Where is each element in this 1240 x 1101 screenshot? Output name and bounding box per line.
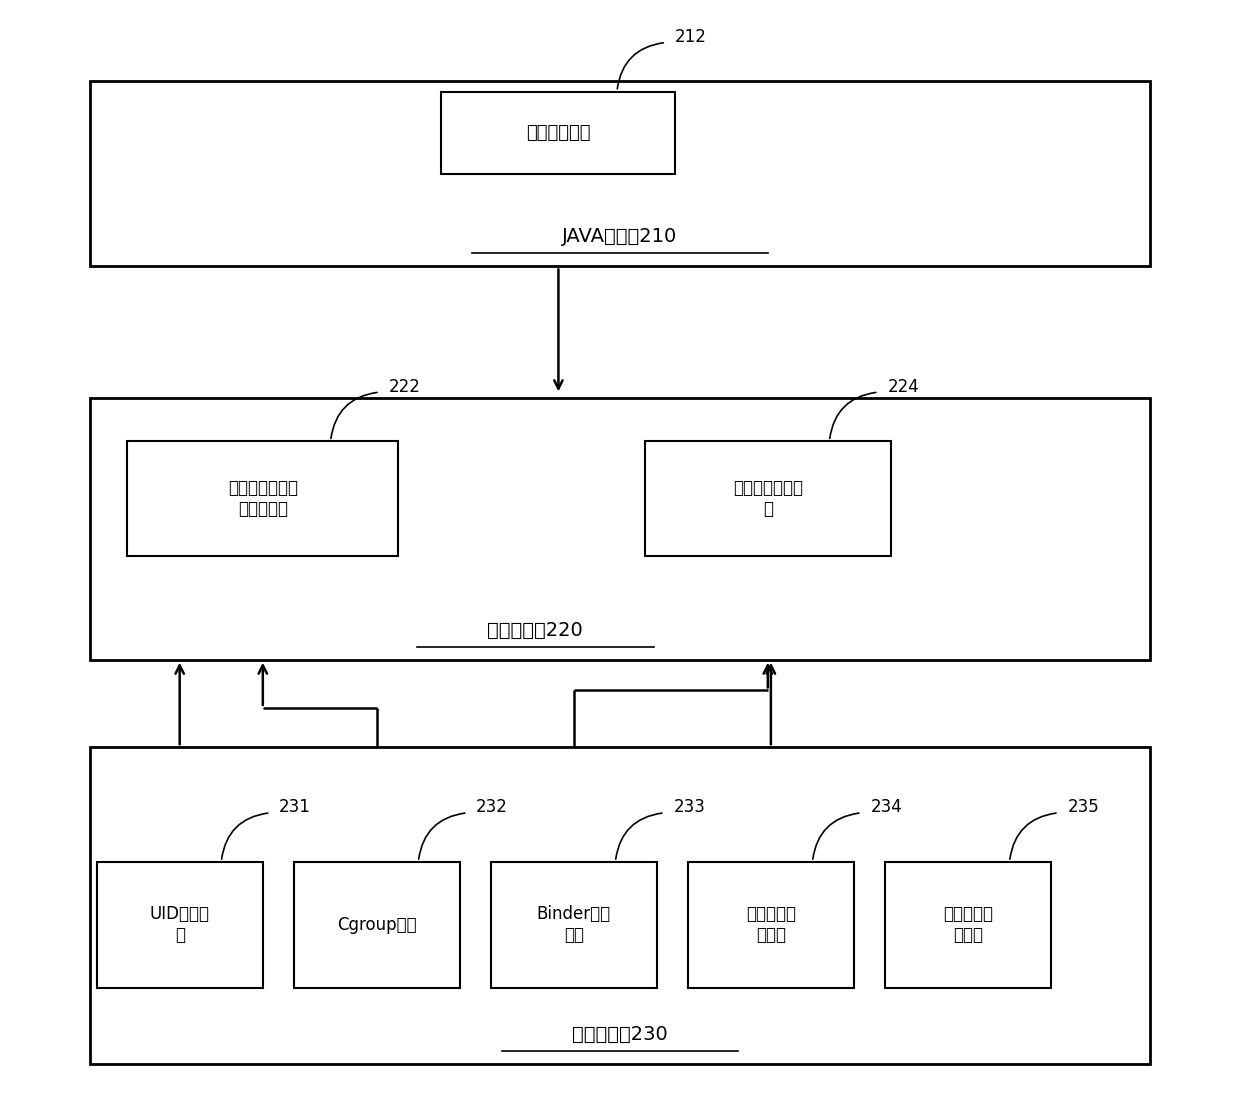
Text: 资源优先级和限
制管理模块: 资源优先级和限 制管理模块 (228, 479, 298, 517)
Text: 234: 234 (870, 798, 901, 816)
Text: JAVA空间层210: JAVA空间层210 (563, 228, 677, 247)
Text: 本地框架层220: 本地框架层220 (487, 621, 583, 640)
Bar (128, 442, 398, 556)
Bar (91, 397, 1149, 659)
Bar (91, 748, 1149, 1064)
Bar (885, 862, 1052, 988)
Text: 233: 233 (673, 798, 706, 816)
Bar (97, 862, 263, 988)
Text: 平台冻结管理模
块: 平台冻结管理模 块 (733, 479, 802, 517)
Bar (91, 80, 1149, 266)
Text: UID管理模
块: UID管理模 块 (150, 905, 210, 945)
Text: 212: 212 (675, 28, 707, 46)
Text: 231: 231 (279, 798, 311, 816)
Bar (688, 862, 854, 988)
Text: 进程内存回
收模块: 进程内存回 收模块 (746, 905, 796, 945)
Text: 内核空间层230: 内核空间层230 (572, 1025, 668, 1044)
Bar (294, 862, 460, 988)
Text: 222: 222 (388, 378, 420, 395)
Text: 冻结超时退
出模块: 冻结超时退 出模块 (942, 905, 993, 945)
Text: 224: 224 (888, 378, 919, 395)
Text: 235: 235 (1068, 798, 1099, 816)
Bar (645, 442, 892, 556)
Bar (441, 91, 676, 174)
Text: Cgroup模块: Cgroup模块 (337, 916, 417, 934)
Text: 冻结管理应用: 冻结管理应用 (526, 123, 590, 142)
Text: Binder管控
模块: Binder管控 模块 (537, 905, 611, 945)
Bar (491, 862, 657, 988)
Text: 232: 232 (476, 798, 508, 816)
